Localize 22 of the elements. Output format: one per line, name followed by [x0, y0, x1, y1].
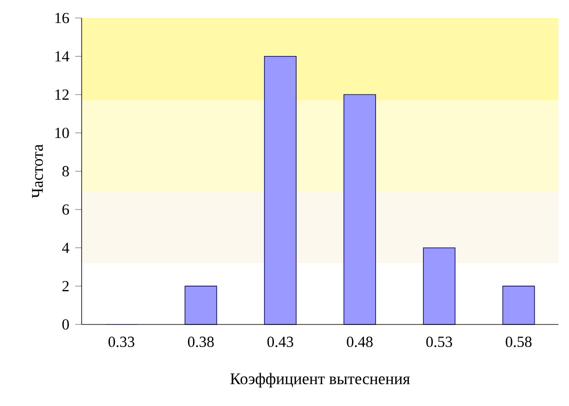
x-tick-label: 0.53 — [426, 336, 452, 348]
x-tick-label: 0.48 — [346, 336, 373, 348]
bar — [422, 247, 456, 325]
x-axis-title: Коэффициент вытеснения — [230, 372, 410, 388]
bar — [344, 94, 376, 325]
bar — [184, 286, 218, 325]
y-tick-label: 8 — [62, 166, 69, 176]
y-tick-label: 10 — [55, 128, 69, 138]
bar — [502, 286, 535, 325]
y-tick-label: 0 — [62, 319, 69, 330]
bar — [264, 56, 297, 325]
x-tick-label: 0.38 — [188, 336, 214, 348]
y-tick-label: 4 — [62, 242, 70, 253]
x-tick-label: 0.58 — [506, 336, 532, 348]
y-tick-label: 14 — [55, 51, 70, 62]
y-tick-label: 12 — [55, 89, 69, 100]
y-tick-label: 16 — [55, 12, 70, 24]
y-axis-title: Частота — [32, 144, 43, 198]
x-tick-label: 0.33 — [108, 336, 134, 348]
y-tick-label: 2 — [62, 280, 69, 292]
x-tick-label: 0.43 — [267, 336, 294, 348]
y-tick-label: 6 — [62, 204, 70, 215]
